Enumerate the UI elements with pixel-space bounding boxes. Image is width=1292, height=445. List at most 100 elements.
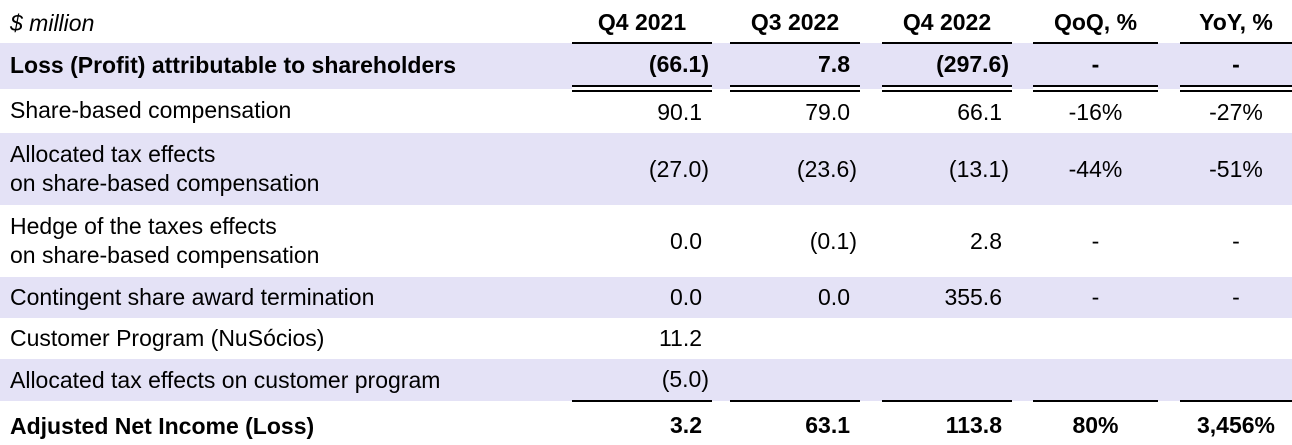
column-gap	[1158, 359, 1180, 401]
column-gap	[1012, 89, 1033, 134]
cell-value: -51%	[1180, 133, 1292, 205]
row-label: Share-based compensation	[0, 89, 572, 134]
table-header: $ million Q4 2021 Q3 2022 Q4 2022 QoQ, % YoY…	[0, 0, 1292, 44]
column-gap	[860, 318, 882, 359]
row-label: Adjusted Net Income (Loss)	[0, 401, 572, 445]
row-label: Customer Program (NuSócios)	[0, 318, 572, 359]
table-row: Hedge of the taxes effects on share-based…	[0, 205, 1292, 277]
row-label: Allocated tax effects on customer progra…	[0, 359, 572, 401]
column-gap	[712, 277, 730, 318]
row-label-line: Adjusted Net Income (Loss)	[10, 412, 315, 439]
column-gap	[860, 89, 882, 134]
column-header: Q4 2021	[572, 0, 712, 44]
column-header: Q4 2022	[882, 0, 1012, 44]
row-label-line: on share-based compensation	[10, 170, 320, 196]
cell-value: 0.0	[730, 277, 860, 318]
column-gap	[1158, 401, 1180, 445]
column-gap	[860, 401, 882, 445]
row-label: Loss (Profit) attributable to shareholde…	[0, 43, 572, 89]
column-gap	[712, 133, 730, 205]
cell-value: (66.1)	[572, 43, 712, 92]
cell-value: 63.1	[730, 401, 860, 445]
row-label-line: Hedge of the taxes effects	[10, 213, 277, 240]
row-label-line: on share-based compensation	[10, 242, 320, 268]
column-gap	[1158, 43, 1180, 89]
cell-value: (23.6)	[730, 133, 860, 205]
column-gap	[1012, 318, 1033, 359]
row-label-line: Share-based compensation	[10, 97, 292, 124]
cell-value: -	[1180, 277, 1292, 318]
cell-value: 79.0	[805, 99, 850, 126]
column-header: Q3 2022	[730, 0, 860, 44]
cell-value: -	[1232, 227, 1240, 254]
column-gap	[712, 0, 730, 43]
cell-value	[1180, 318, 1292, 359]
column-gap	[1012, 43, 1033, 89]
column-gap	[712, 318, 730, 359]
table-row: Share-based compensation 90.1 79.0 66.1 -16%…	[0, 89, 1292, 134]
row-label-line: Loss (Profit) attributable to shareholde…	[10, 52, 456, 79]
column-gap	[1012, 205, 1033, 277]
cell-value: (13.1)	[882, 133, 1012, 205]
column-gap	[1012, 277, 1033, 318]
header-row: $ million Q4 2021 Q3 2022 Q4 2022 QoQ, % YoY…	[0, 0, 1292, 44]
cell-value: -	[1180, 43, 1292, 92]
cell-value: -27%	[1209, 99, 1263, 126]
column-gap	[712, 205, 730, 277]
cell-value: -	[1033, 277, 1158, 318]
cell-value: 2.8	[970, 227, 1002, 254]
row-label-line: Allocated tax effects	[10, 141, 216, 168]
table-row: Loss (Profit) attributable to shareholde…	[0, 43, 1292, 92]
row-label: Contingent share award termination	[0, 277, 572, 318]
cell-value	[730, 359, 860, 402]
cell-value: -	[1033, 43, 1158, 92]
cell-value: 80%	[1033, 401, 1158, 445]
cell-value: (297.6)	[882, 43, 1012, 92]
column-gap	[860, 205, 882, 277]
row-label-line: Contingent share award termination	[10, 284, 375, 311]
cell-value: 66.1	[957, 99, 1002, 126]
table-row: Allocated tax effects on share-based comp…	[0, 133, 1292, 205]
column-gap	[1012, 401, 1033, 445]
column-gap	[712, 401, 730, 445]
column-gap	[1158, 318, 1180, 359]
cell-value: 90.1	[657, 99, 702, 126]
column-gap	[1158, 133, 1180, 205]
cell-value	[1033, 359, 1158, 402]
table-row: Contingent share award termination 0.0 0.0…	[0, 277, 1292, 318]
cell-value: 113.8	[882, 401, 1012, 445]
cell-value	[882, 318, 1012, 359]
unit-label: $ million	[10, 10, 95, 37]
row-label: Hedge of the taxes effects on share-based…	[0, 205, 572, 277]
table-row: Allocated tax effects on customer progra…	[0, 359, 1292, 402]
column-gap	[1012, 133, 1033, 205]
row-label: Allocated tax effects on share-based comp…	[0, 133, 572, 205]
cell-value: 355.6	[882, 277, 1012, 318]
cell-value	[1033, 318, 1158, 359]
column-gap	[1158, 205, 1180, 277]
cell-value: 3,456%	[1180, 401, 1292, 445]
cell-value: (27.0)	[572, 133, 712, 205]
cell-value	[730, 318, 860, 359]
column-gap	[712, 89, 730, 134]
cell-value: 0.0	[670, 227, 702, 254]
column-gap	[712, 43, 730, 89]
column-gap	[1158, 89, 1180, 134]
column-gap	[860, 133, 882, 205]
cell-value	[1180, 359, 1292, 402]
table-row: Adjusted Net Income (Loss) 3.2 63.1 113.8 80…	[0, 401, 1292, 445]
column-gap	[1012, 0, 1033, 43]
row-label-line: Customer Program (NuSócios)	[10, 325, 325, 352]
column-gap	[860, 359, 882, 401]
cell-value: 11.2	[658, 325, 702, 352]
column-gap	[1158, 277, 1180, 318]
row-label-line: Allocated tax effects on customer progra…	[10, 366, 441, 393]
column-header: YoY, %	[1180, 0, 1292, 44]
cell-value: (0.1)	[809, 227, 857, 254]
cell-value: -	[1091, 227, 1100, 254]
column-gap	[1158, 0, 1180, 43]
cell-value: -16%	[1068, 99, 1123, 126]
cell-value: -44%	[1033, 133, 1158, 205]
